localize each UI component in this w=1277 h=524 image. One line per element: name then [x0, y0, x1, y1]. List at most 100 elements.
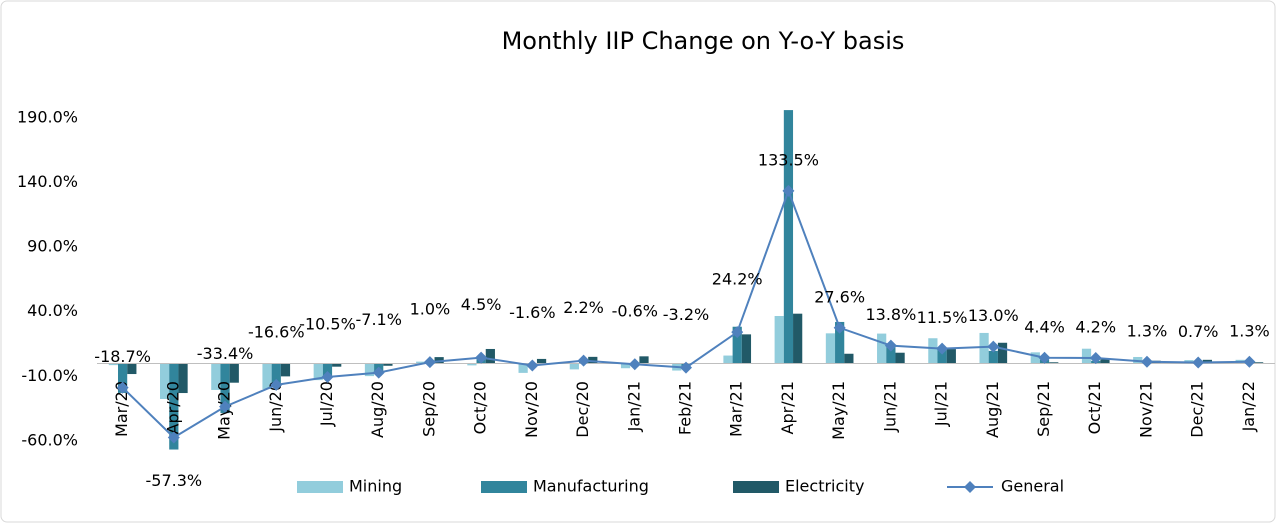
- bar: [467, 363, 477, 366]
- marker: [1089, 352, 1102, 365]
- x-tick-label: Sep/20: [419, 381, 438, 437]
- bar: [895, 352, 905, 364]
- y-tick-label: 140.0%: [17, 172, 78, 191]
- data-label: -18.7%: [94, 347, 151, 366]
- data-label: 4.5%: [461, 295, 502, 314]
- bar: [1254, 362, 1264, 364]
- marker: [577, 354, 590, 367]
- bar: [886, 346, 896, 364]
- data-label: 4.4%: [1024, 317, 1065, 336]
- data-label: -7.1%: [355, 310, 401, 329]
- x-tick-label: Jan/21: [624, 381, 643, 432]
- bar: [937, 349, 947, 364]
- bar: [169, 363, 179, 450]
- marker: [475, 351, 488, 364]
- bar: [741, 334, 752, 364]
- marker: [1140, 355, 1153, 368]
- data-label: 133.5%: [758, 150, 819, 169]
- data-label: 2.2%: [563, 298, 604, 317]
- data-label: 1.0%: [410, 300, 451, 319]
- data-label: 0.7%: [1178, 322, 1219, 341]
- x-tick-label: Apr/21: [778, 381, 797, 434]
- bar: [262, 363, 272, 390]
- bar: [928, 338, 938, 364]
- marker: [1243, 355, 1256, 368]
- bar: [1081, 348, 1092, 364]
- bar: [211, 363, 221, 390]
- bar: [988, 350, 998, 364]
- marker: [321, 371, 334, 384]
- data-label: 24.2%: [712, 270, 763, 289]
- bar: [588, 356, 598, 364]
- bar: [322, 363, 333, 378]
- x-tick-label: Dec/20: [573, 381, 592, 438]
- legend-label: Mining: [349, 477, 402, 496]
- data-label: 13.0%: [968, 306, 1019, 325]
- bar: [835, 321, 845, 364]
- bar: [383, 363, 393, 366]
- bar: [229, 363, 239, 383]
- x-tick-label: Jun/21: [880, 381, 899, 433]
- data-label: -1.6%: [509, 303, 555, 322]
- bar: [117, 363, 128, 393]
- data-label: 1.3%: [1127, 321, 1168, 340]
- bar: [1100, 359, 1110, 364]
- marker: [1038, 351, 1051, 364]
- bar: [280, 363, 291, 377]
- y-tick-label: 40.0%: [27, 301, 78, 320]
- bar: [434, 357, 444, 364]
- bar: [536, 358, 547, 364]
- bar: [844, 353, 854, 364]
- marker: [731, 326, 744, 339]
- bar: [946, 349, 956, 364]
- y-tick-label: -10.0%: [21, 366, 78, 385]
- marker: [219, 400, 232, 413]
- bar: [485, 348, 495, 364]
- x-tick-label: Jul/20: [317, 381, 336, 427]
- bar: [783, 110, 794, 364]
- bar: [1049, 362, 1059, 364]
- bar: [997, 342, 1008, 364]
- bar: [732, 326, 742, 364]
- bar: [178, 363, 188, 394]
- legend-swatch: [297, 481, 343, 493]
- data-label: -10.5%: [299, 315, 356, 334]
- x-tick-label: Dec/21: [1188, 381, 1207, 438]
- x-tick-label: Oct/20: [471, 381, 490, 434]
- x-tick-label: Aug/21: [983, 381, 1002, 438]
- x-tick-label: Jul/21: [932, 381, 951, 427]
- marker: [987, 340, 1000, 353]
- bar: [639, 356, 649, 364]
- legend-label: Electricity: [785, 477, 864, 496]
- y-tick-label: -60.0%: [21, 431, 78, 450]
- legend-label: General: [1001, 477, 1064, 496]
- marker: [782, 184, 795, 197]
- bar: [1030, 352, 1040, 364]
- marker: [628, 358, 641, 371]
- bar: [723, 355, 733, 364]
- legend-swatch: [964, 481, 976, 493]
- data-label: 4.2%: [1075, 318, 1116, 337]
- chart-title: Monthly IIP Change on Y-o-Y basis: [502, 27, 905, 55]
- marker: [884, 339, 897, 352]
- bar: [332, 363, 342, 367]
- data-label: -0.6%: [612, 302, 658, 321]
- x-tick-label: Nov/21: [1136, 381, 1155, 438]
- bar: [793, 313, 803, 364]
- x-tick-label: Aug/20: [368, 381, 387, 438]
- marker: [372, 366, 385, 379]
- x-tick-label: Oct/21: [1085, 381, 1104, 434]
- bar: [313, 363, 323, 381]
- x-tick-label: Sep/21: [1034, 381, 1053, 437]
- marker: [680, 361, 692, 374]
- bar: [127, 363, 137, 375]
- bar: [569, 363, 579, 370]
- bar: [364, 363, 375, 377]
- y-tick-label: 190.0%: [17, 107, 78, 126]
- bar: [774, 316, 784, 364]
- x-tick-label: Apr/20: [163, 381, 182, 434]
- marker: [936, 342, 949, 355]
- data-label: 27.6%: [814, 287, 865, 306]
- bar: [416, 361, 426, 364]
